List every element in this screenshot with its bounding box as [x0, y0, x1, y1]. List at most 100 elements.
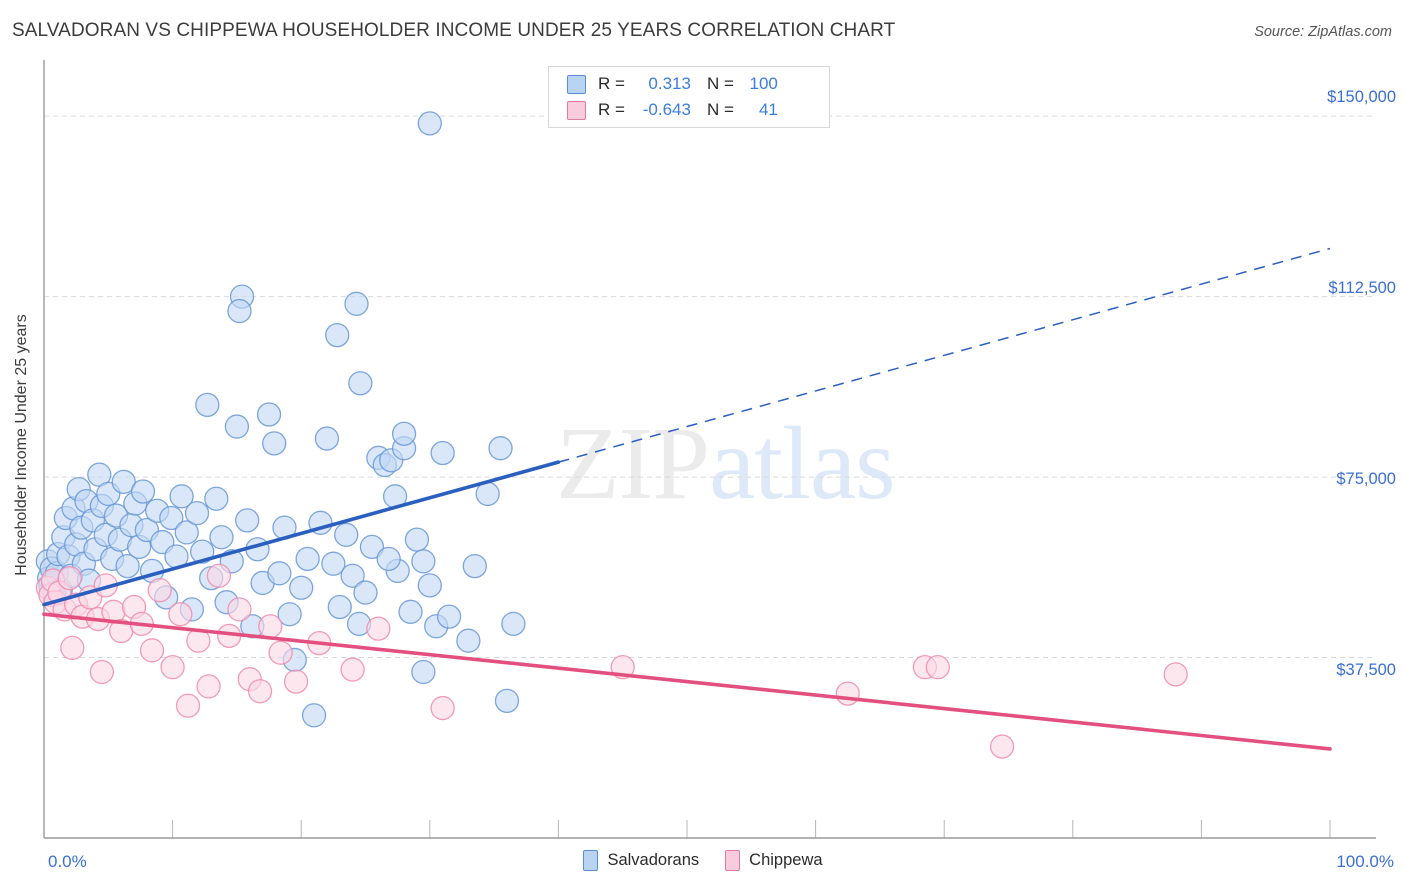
legend-row-salvadorans: R = 0.313 N = 100	[567, 71, 778, 97]
legend-n-value-chippewa: 41	[758, 100, 778, 119]
data-point	[301, 703, 327, 728]
data-point	[417, 573, 442, 598]
y-axis-tick-150000: $150,000	[1327, 88, 1396, 106]
data-point	[340, 657, 365, 682]
data-point	[295, 546, 320, 572]
data-point	[184, 501, 210, 526]
legend-r-key-salvadorans: R =	[598, 74, 625, 93]
data-point	[327, 594, 352, 620]
data-point	[209, 525, 234, 550]
legend-swatch-chippewa	[567, 100, 586, 120]
data-point	[334, 522, 359, 547]
data-point	[174, 520, 199, 545]
data-point	[235, 508, 260, 533]
data-point	[168, 602, 193, 627]
data-point	[175, 693, 201, 718]
data-point	[268, 640, 293, 665]
data-point	[277, 602, 302, 627]
data-point	[204, 486, 229, 511]
data-point	[348, 371, 373, 396]
data-point	[1163, 662, 1188, 687]
legend-color-swatch-chippewa	[725, 850, 741, 871]
x-axis-tick-max: 100.0%	[1336, 852, 1394, 871]
source-attribution: Source: ZipAtlas.com	[1254, 24, 1392, 40]
data-point	[160, 655, 185, 680]
data-point	[115, 553, 140, 579]
data-point	[391, 421, 417, 446]
legend-swatch-salvadorans	[567, 74, 586, 94]
legend-item-chippewa[interactable]: Chippewa	[725, 850, 823, 871]
data-point	[289, 575, 314, 600]
data-point	[376, 546, 401, 572]
data-point	[411, 659, 436, 685]
legend-color-swatch-salvadorans	[583, 850, 599, 871]
trend-line-projection-salvadorans	[558, 247, 1331, 463]
y-axis-tick-112500: $112,500	[1328, 279, 1396, 297]
legend-r-value-salvadorans: 0.313	[648, 74, 691, 93]
data-point	[835, 681, 860, 706]
data-point	[57, 565, 82, 591]
data-point	[195, 392, 220, 418]
data-point	[89, 659, 115, 685]
data-point	[206, 563, 232, 588]
data-point	[488, 436, 513, 461]
data-point	[224, 414, 250, 439]
legend-item-salvadorans[interactable]: Salvadorans	[583, 850, 699, 871]
data-point	[258, 614, 283, 639]
data-point	[227, 298, 252, 324]
data-point	[925, 655, 950, 680]
series-points-chippewa	[35, 563, 1188, 759]
data-point	[325, 322, 350, 348]
data-point	[111, 469, 136, 495]
data-point	[314, 426, 340, 451]
y-axis-tick-37500: $37,500	[1336, 661, 1396, 679]
data-point	[247, 679, 273, 704]
data-point	[989, 734, 1015, 759]
legend-n-value-salvadorans: 100	[749, 74, 778, 93]
y-axis-tick-75000: $75,000	[1336, 470, 1396, 488]
data-point	[139, 638, 165, 663]
series-legend: Salvadorans Chippewa	[0, 850, 1406, 871]
data-point	[456, 628, 481, 653]
data-point	[340, 563, 365, 588]
data-point	[417, 111, 442, 136]
data-point	[344, 291, 369, 316]
data-point	[430, 695, 455, 721]
data-point	[494, 688, 520, 713]
data-point	[147, 578, 172, 603]
legend-r-value-chippewa: -0.643	[642, 100, 691, 119]
legend-label-salvadorans: Salvadorans	[607, 851, 700, 869]
data-point	[404, 527, 430, 552]
x-axis-tick-min: 0.0%	[48, 852, 87, 871]
data-point	[196, 674, 221, 699]
trend-line-salvadorans	[42, 460, 561, 607]
data-point	[398, 599, 423, 624]
data-point	[256, 402, 282, 427]
data-point	[267, 561, 292, 586]
data-point	[283, 669, 309, 694]
data-point	[501, 611, 526, 636]
data-point	[227, 597, 252, 622]
data-point	[353, 580, 378, 605]
page-title: SALVADORAN VS CHIPPEWA HOUSEHOLDER INCOM…	[12, 20, 896, 41]
data-point	[366, 616, 391, 641]
correlation-stats-legend: R = 0.313 N = 100 R = -0.643 N = 41	[548, 66, 830, 128]
legend-n-key-chippewa: N =	[706, 100, 734, 119]
data-point	[359, 534, 385, 559]
data-point	[60, 635, 85, 661]
legend-r-key-chippewa: R =	[598, 100, 625, 119]
data-point	[321, 551, 346, 576]
legend-label-chippewa: Chippewa	[749, 851, 823, 869]
data-point	[430, 440, 455, 466]
data-point	[462, 553, 487, 579]
data-point	[436, 604, 462, 629]
data-point	[262, 431, 287, 456]
legend-n-key-salvadorans: N =	[706, 74, 734, 93]
legend-row-chippewa: R = -0.643 N = 41	[567, 97, 778, 123]
data-point	[159, 505, 184, 531]
data-point	[169, 484, 194, 509]
data-point	[475, 481, 500, 507]
data-point	[411, 549, 436, 574]
